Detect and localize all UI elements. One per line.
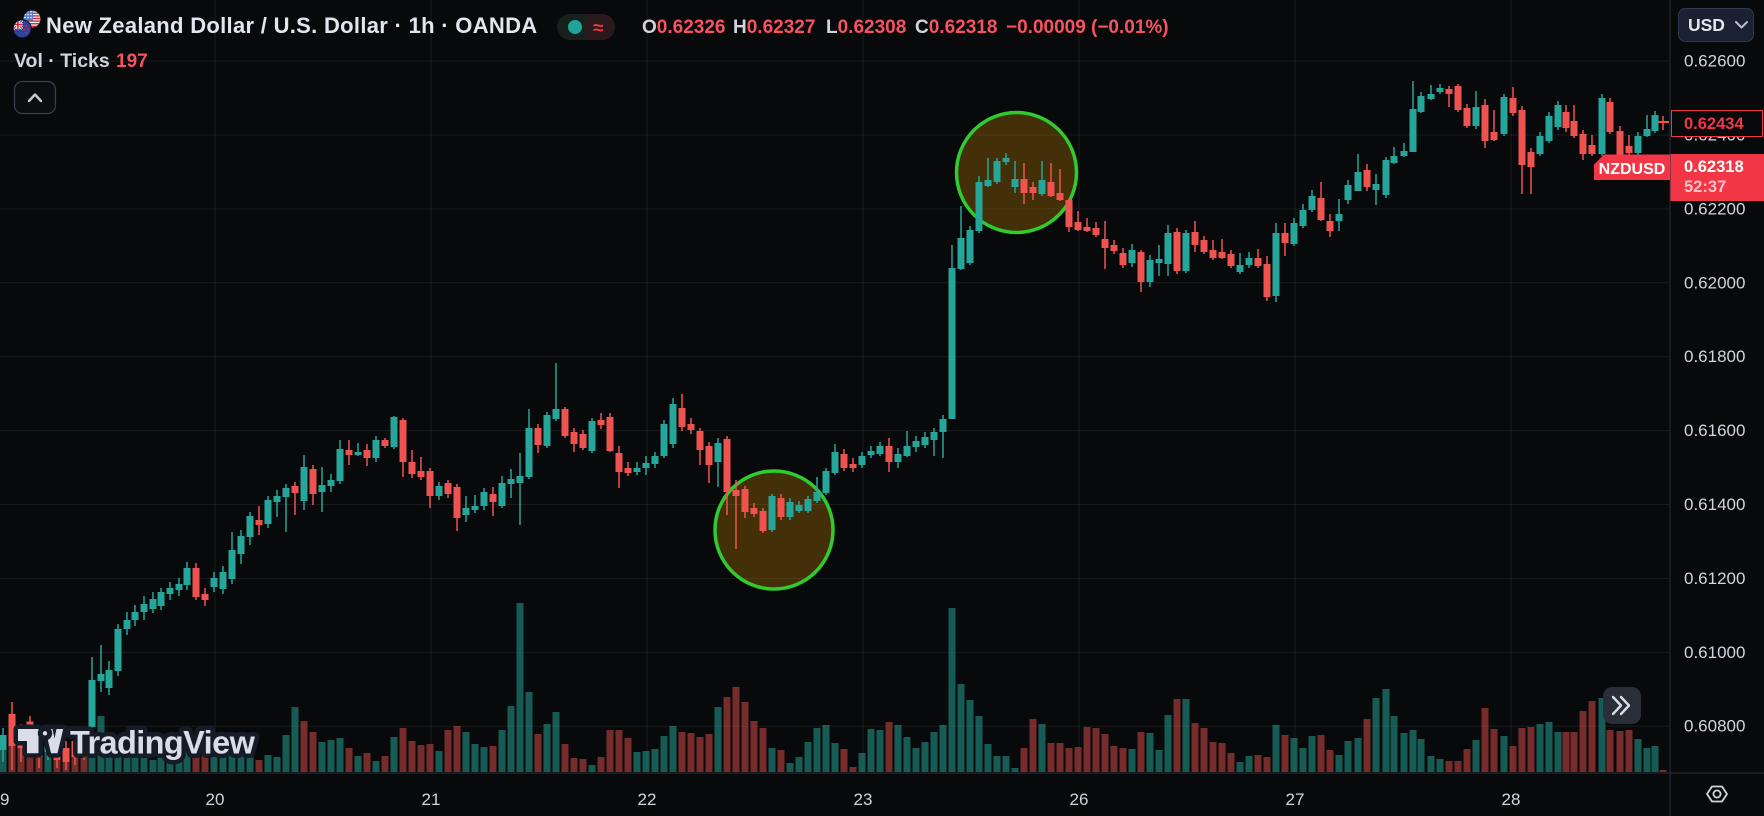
svg-text:0.61600: 0.61600 [1684, 421, 1745, 440]
svg-text:0.61800: 0.61800 [1684, 347, 1745, 366]
svg-text:28: 28 [1502, 790, 1521, 809]
svg-text:(−0.01%): (−0.01%) [1091, 17, 1169, 38]
svg-text:L0.62308: L0.62308 [826, 17, 906, 38]
svg-text:USD: USD [1688, 15, 1725, 35]
svg-text:22: 22 [638, 790, 657, 809]
svg-text:0.61400: 0.61400 [1684, 495, 1745, 514]
svg-text:52:37: 52:37 [1684, 178, 1726, 196]
svg-text:0.62600: 0.62600 [1684, 52, 1745, 71]
svg-text:0.60800: 0.60800 [1684, 717, 1745, 736]
svg-text:21: 21 [422, 790, 441, 809]
svg-text:H0.62327: H0.62327 [733, 17, 815, 38]
svg-text:Vol · Ticks: Vol · Ticks [14, 50, 110, 72]
svg-text:TradingView: TradingView [70, 725, 256, 761]
svg-text:New Zealand Dollar / U.S. Doll: New Zealand Dollar / U.S. Dollar · 1h · … [46, 13, 537, 38]
svg-text:C0.62318: C0.62318 [915, 17, 997, 38]
svg-text:26: 26 [1070, 790, 1089, 809]
svg-text:TradingView: TradingView [70, 725, 256, 761]
svg-text:197: 197 [116, 51, 148, 72]
svg-text:0.62200: 0.62200 [1684, 199, 1745, 218]
svg-text:0.61000: 0.61000 [1684, 643, 1745, 662]
svg-text:23: 23 [854, 790, 873, 809]
svg-text:0.62318: 0.62318 [1684, 158, 1744, 176]
svg-text:20: 20 [206, 790, 225, 809]
svg-text:O0.62326: O0.62326 [642, 17, 725, 38]
svg-text:27: 27 [1286, 790, 1305, 809]
svg-text:0.62000: 0.62000 [1684, 273, 1745, 292]
svg-text:−0.00009: −0.00009 [1006, 17, 1086, 38]
svg-text:0.61200: 0.61200 [1684, 569, 1745, 588]
svg-text:9: 9 [0, 790, 9, 809]
svg-text:0.62434: 0.62434 [1684, 115, 1744, 133]
svg-text:≈: ≈ [593, 18, 604, 39]
svg-text:NZDUSD: NZDUSD [1599, 161, 1666, 178]
